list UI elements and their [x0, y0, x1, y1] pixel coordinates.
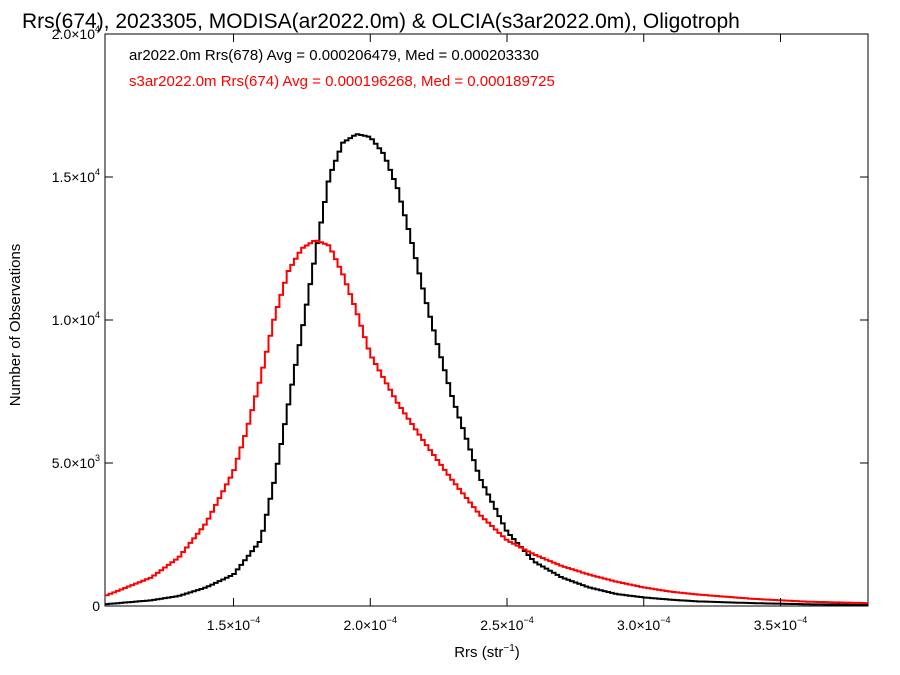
- x-tick-label: 2.0×10−4: [344, 615, 397, 633]
- y-tick-label: 1.5×104: [52, 167, 100, 185]
- series-layer: [105, 133, 868, 606]
- x-axis-label: Rrs (str−1): [454, 643, 520, 661]
- legend: ar2022.0m Rrs(678) Avg = 0.000206479, Me…: [129, 47, 555, 90]
- x-tick-label: 3.5×10−4: [754, 615, 807, 633]
- y-tick-label: 0: [92, 598, 100, 614]
- chart-title: Rrs(674), 2023305, MODISA(ar2022.0m) & O…: [22, 10, 740, 33]
- histogram-series-2: [105, 239, 868, 605]
- x-axis-label-close: ): [515, 644, 520, 661]
- y-tick-label: 1.0×104: [52, 310, 100, 328]
- legend-entry-1: ar2022.0m Rrs(678) Avg = 0.000206479, Me…: [129, 47, 539, 64]
- x-tick-label: 1.5×10−4: [207, 615, 260, 633]
- histogram-series-1: [105, 133, 868, 606]
- x-axis-label-sup: −1: [503, 643, 515, 654]
- y-axis-label: Number of Observations: [7, 244, 24, 407]
- x-axis-label-main: Rrs (str: [454, 644, 503, 661]
- y-tick-label: 2.0×104: [52, 24, 100, 42]
- legend-entry-2: s3ar2022.0m Rrs(674) Avg = 0.000196268, …: [129, 73, 555, 90]
- y-tick-label: 5.0×103: [52, 453, 100, 471]
- x-tick-label: 3.0×10−4: [617, 615, 670, 633]
- x-tick-label: 2.5×10−4: [480, 615, 533, 633]
- tick-layer: 1.5×10−4 2.0×10−4 2.5×10−4 3.0×10−4 3.5×10−4…: [52, 24, 868, 633]
